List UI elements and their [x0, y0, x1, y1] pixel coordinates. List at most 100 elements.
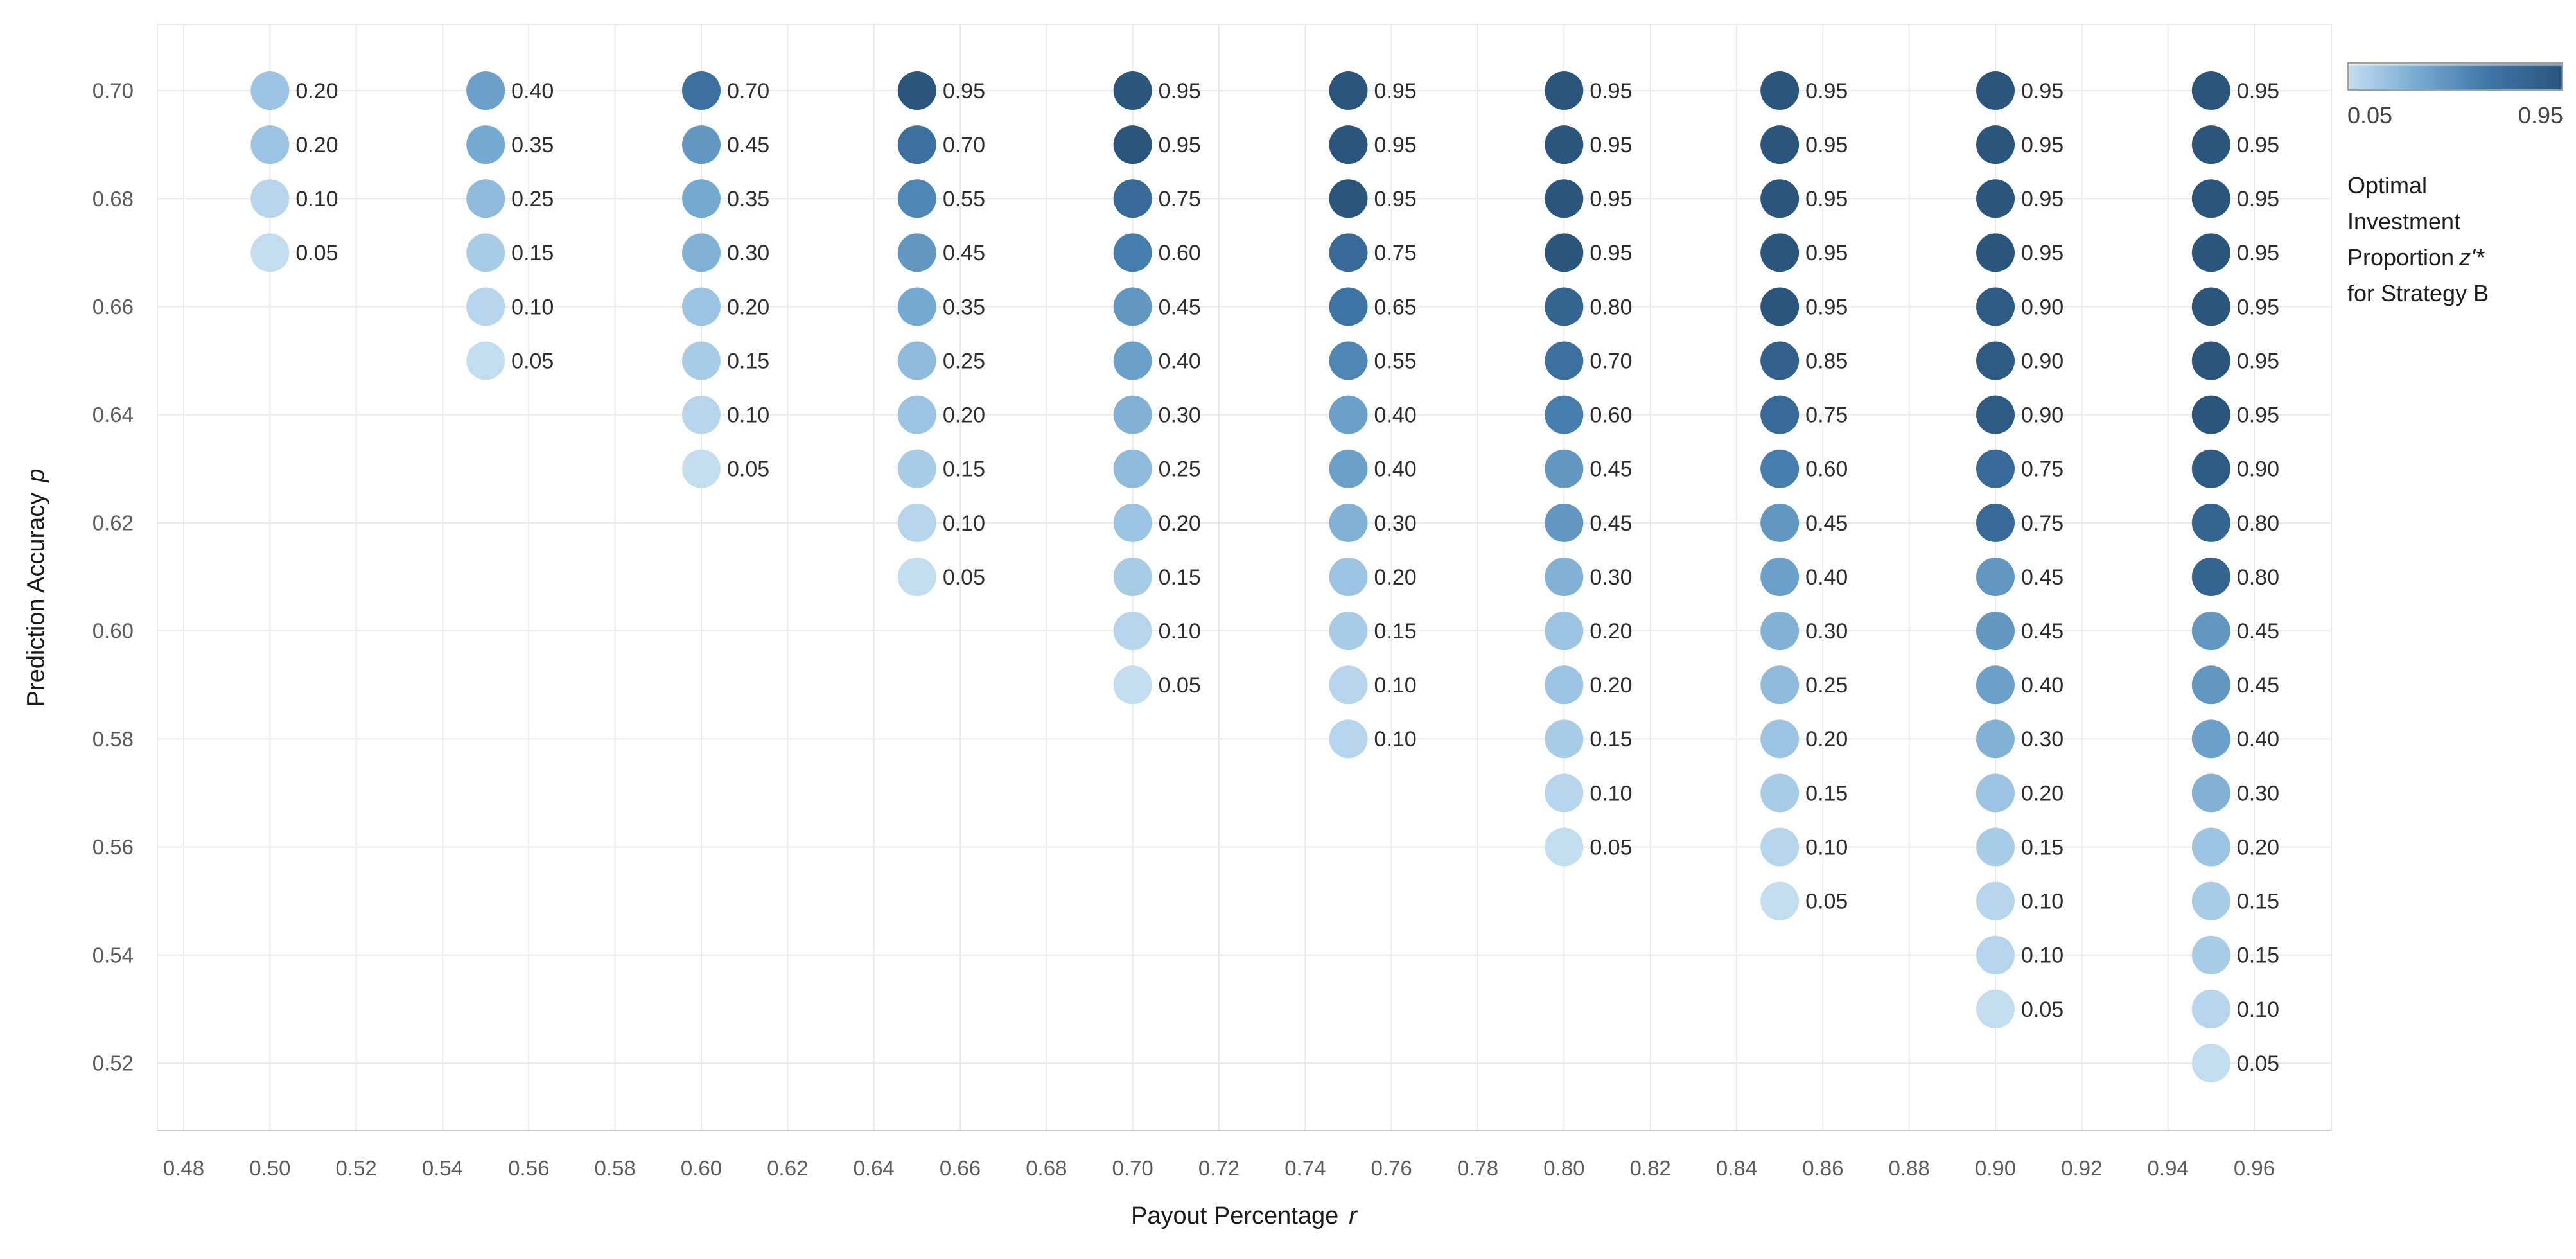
- data-point: [897, 341, 936, 380]
- data-point: [2191, 71, 2230, 110]
- data-point: [1760, 881, 1800, 920]
- data-point-label: 0.45: [2237, 673, 2279, 698]
- data-point-label: 0.95: [2021, 79, 2063, 103]
- data-point-label: 0.95: [1374, 187, 1417, 211]
- data-point: [1760, 233, 1800, 272]
- y-tick-label: 0.54: [92, 943, 134, 967]
- x-tick-label: 0.76: [1371, 1156, 1412, 1180]
- data-point: [2191, 125, 2230, 164]
- x-axis-symbol: r: [1349, 1202, 1357, 1229]
- y-axis-tick-labels: 0.70 0.68 0.66 0.64 0.62 0.60 0.58 0.56 0.54 0.52: [92, 79, 134, 1075]
- x-tick-label: 0.94: [2148, 1156, 2189, 1180]
- data-point: [2191, 612, 2230, 651]
- data-point-label: 0.80: [2237, 565, 2279, 590]
- data-point: [466, 179, 505, 218]
- legend-title-line-3: Proportion z'*: [2347, 240, 2563, 276]
- data-point-label: 0.30: [2021, 727, 2063, 752]
- data-point-label: 0.40: [1159, 349, 1201, 373]
- data-point-label: 0.95: [2021, 187, 2063, 211]
- data-point: [682, 395, 721, 434]
- data-point-label: 0.25: [1159, 457, 1201, 482]
- data-point-label: 0.45: [2237, 619, 2279, 644]
- data-point-label: 0.75: [1805, 403, 1848, 428]
- data-point-label: 0.45: [2021, 565, 2063, 590]
- data-point: [1545, 719, 1584, 759]
- data-point-label: 0.20: [1590, 673, 1632, 698]
- data-point-label: 0.70: [1590, 349, 1632, 373]
- legend-z-symbol: z'*: [2459, 244, 2484, 270]
- data-point-label: 0.40: [1805, 565, 1848, 590]
- data-point: [682, 287, 721, 326]
- data-point-label: 0.15: [1805, 781, 1848, 806]
- data-point: [1976, 71, 2015, 110]
- data-point: [1113, 612, 1152, 651]
- data-point-label: 0.10: [1374, 727, 1417, 752]
- data-point: [1113, 341, 1152, 380]
- data-point-label: 0.95: [2237, 241, 2279, 265]
- data-point: [1976, 881, 2015, 920]
- data-point-label: 0.65: [1374, 295, 1417, 319]
- data-point: [1329, 503, 1368, 542]
- data-point-label: 0.10: [2021, 944, 2063, 968]
- data-point-label: 0.45: [1805, 511, 1848, 536]
- data-point-label: 0.60: [1805, 457, 1848, 482]
- data-point: [1329, 179, 1368, 218]
- data-point: [1329, 395, 1368, 434]
- data-point-label: 0.20: [1805, 727, 1848, 752]
- data-point: [897, 287, 936, 326]
- data-point-label: 0.05: [2237, 1052, 2279, 1076]
- x-tick-label: 0.84: [1716, 1156, 1757, 1180]
- legend-max-label: 0.95: [2518, 102, 2563, 128]
- y-tick-label: 0.52: [92, 1052, 134, 1075]
- color-gradient-bar: [2347, 62, 2563, 91]
- y-tick-label: 0.56: [92, 835, 134, 859]
- legend-title-line-1: Optimal: [2347, 172, 2428, 198]
- data-point: [2191, 558, 2230, 596]
- data-point-label: 0.45: [1590, 511, 1632, 536]
- data-point-label: 0.95: [2237, 79, 2279, 103]
- data-point-label: 0.20: [1374, 565, 1417, 590]
- x-tick-label: 0.54: [422, 1156, 463, 1180]
- data-point-label: 0.15: [2237, 944, 2279, 968]
- data-point-label: 0.10: [2021, 890, 2063, 914]
- data-point: [1760, 558, 1800, 596]
- x-tick-label: 0.50: [249, 1156, 290, 1180]
- y-tick-label: 0.68: [92, 187, 134, 211]
- data-point-label: 0.95: [1590, 133, 1632, 157]
- data-point-label: 0.40: [1374, 403, 1417, 428]
- legend-title-line-2: Investment: [2347, 208, 2461, 234]
- data-point: [2191, 989, 2230, 1028]
- data-point: [1113, 71, 1152, 110]
- data-point-label: 0.15: [727, 349, 769, 373]
- data-point: [1976, 341, 2015, 380]
- data-point-label: 0.10: [1805, 835, 1848, 859]
- data-point: [1329, 612, 1368, 651]
- x-axis-tick-labels: 0.48 0.50 0.52 0.54 0.56 0.58 0.60 0.62 0.64 0.66…: [163, 1156, 2275, 1180]
- data-point: [1329, 719, 1368, 759]
- data-point-label: 0.15: [1374, 619, 1417, 644]
- data-point: [1329, 287, 1368, 326]
- data-point-label: 0.30: [1374, 511, 1417, 536]
- data-point-label: 0.10: [1374, 673, 1417, 698]
- x-tick-label: 0.96: [2234, 1156, 2275, 1180]
- data-point-label: 0.45: [1590, 457, 1632, 482]
- data-point-label: 0.95: [1805, 241, 1848, 265]
- data-point-label: 0.20: [1590, 619, 1632, 644]
- data-point: [897, 395, 936, 434]
- data-point: [682, 125, 721, 164]
- data-point: [466, 341, 505, 380]
- data-point: [1113, 558, 1152, 596]
- data-point-label: 0.10: [943, 511, 985, 536]
- x-tick-label: 0.82: [1630, 1156, 1671, 1180]
- data-point: [1976, 125, 2015, 164]
- data-point: [2191, 233, 2230, 272]
- data-point: [897, 179, 936, 218]
- data-point-label: 0.55: [943, 187, 985, 211]
- data-point-label: 0.35: [511, 133, 554, 157]
- data-point-label: 0.90: [2021, 403, 2063, 428]
- data-point: [897, 449, 936, 488]
- data-point: [897, 233, 936, 272]
- data-point: [2191, 1044, 2230, 1082]
- data-point-label: 0.95: [1805, 187, 1848, 211]
